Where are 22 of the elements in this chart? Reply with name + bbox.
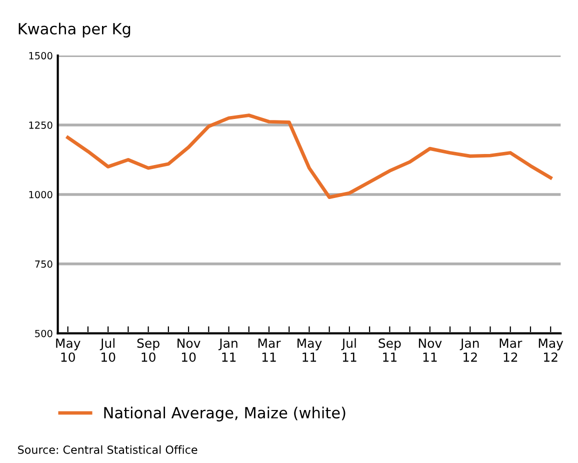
- x-tick-label: May 11: [298, 338, 322, 362]
- x-tick-label: Mar 12: [500, 338, 522, 362]
- x-tick-label: Mar 11: [258, 338, 281, 362]
- line-series: [66, 114, 552, 199]
- y-tick-label: 1250: [29, 121, 52, 129]
- y-tick-label: 750: [35, 260, 52, 268]
- y-tick-label: 1500: [29, 52, 52, 60]
- x-tick-label: Nov 10: [178, 338, 200, 362]
- x-tick-label: Jul 10: [100, 338, 116, 362]
- x-tick-label: Jan 11: [218, 338, 238, 362]
- legend-label: National Average, Maize (white): [104, 406, 346, 422]
- x-tick-label: Jan 12: [460, 338, 479, 362]
- x-tick-label: Sep 11: [378, 338, 401, 362]
- source-note: Source: Central Statistical Office: [18, 445, 198, 454]
- y-tick-label: 500: [35, 330, 52, 338]
- x-tick-label: Sep 10: [137, 338, 160, 362]
- y-tick-label: 1000: [29, 190, 52, 198]
- x-tick-label: Jul 11: [341, 338, 356, 362]
- y-axis-title: Kwacha per Kg: [18, 22, 130, 38]
- x-tick-label: Nov 11: [418, 338, 442, 362]
- x-tick-label: May 10: [56, 338, 80, 362]
- x-tick-label: May 12: [538, 338, 564, 362]
